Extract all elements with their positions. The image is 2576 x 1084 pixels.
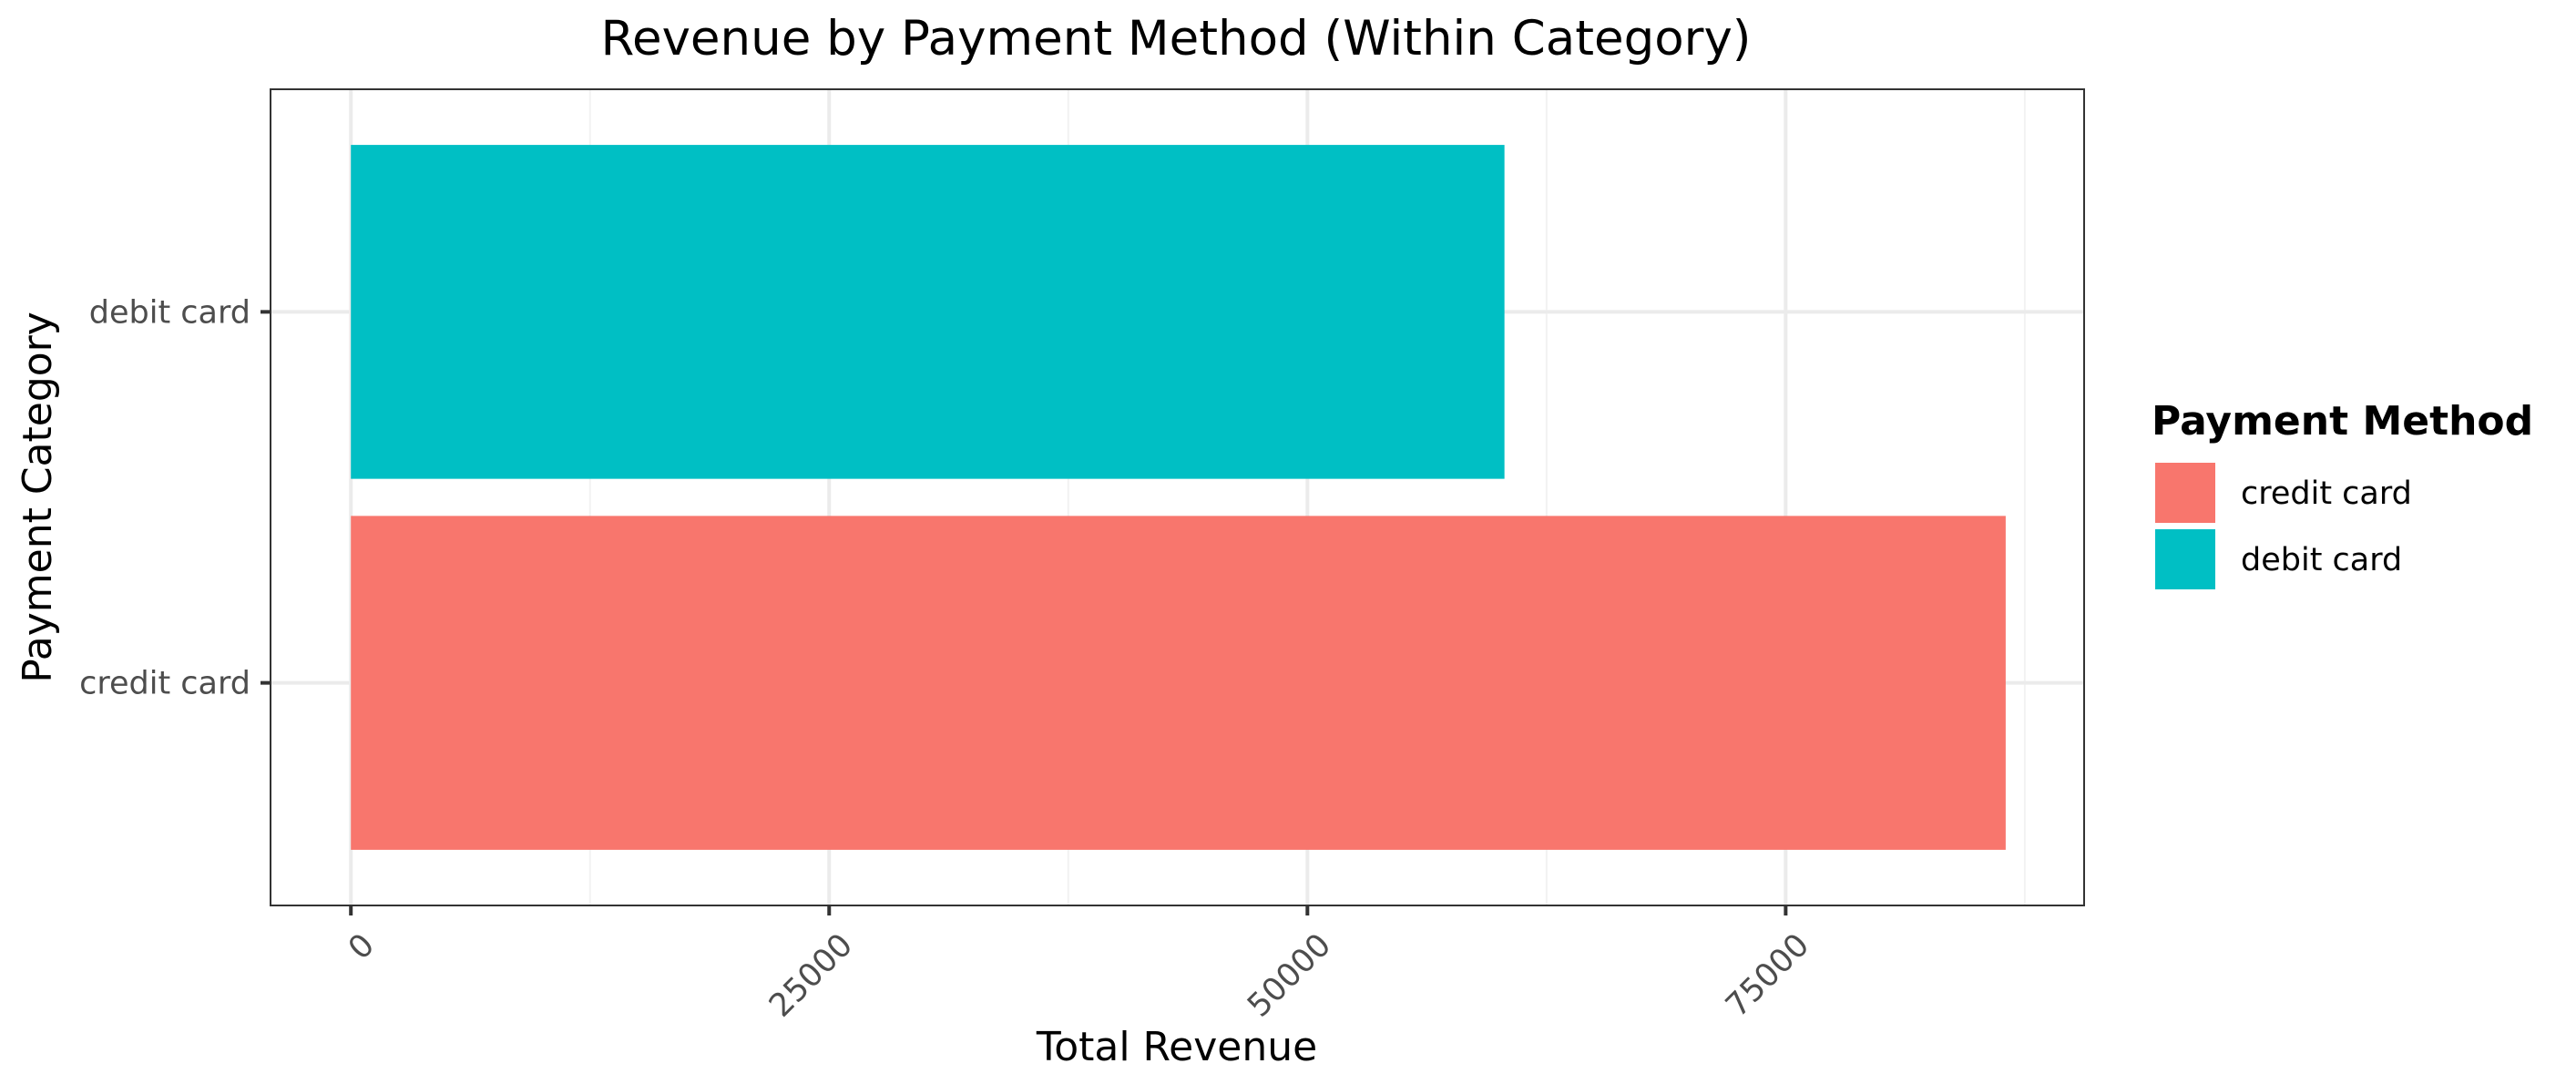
x-axis-title: Total Revenue [1036,1024,1317,1070]
x-tick-label: 50000 [1241,927,1338,1025]
chart-title: Revenue by Payment Method (Within Catego… [601,11,1752,66]
legend-entries: credit card debit card [2155,463,2412,589]
y-axis: credit card debit card [79,294,271,702]
x-tick-label: 0 [342,927,382,967]
legend-swatch-debit-card [2155,529,2215,589]
x-tick-label: 75000 [1719,927,1816,1025]
bar-credit-card [351,516,2006,850]
bars [351,145,2006,850]
legend-swatch-credit-card [2155,463,2215,523]
bar-debit-card [351,145,1505,479]
y-axis-title: Payment Category [15,312,61,683]
y-tick-label: debit card [89,294,250,331]
panel-border [270,88,2085,906]
legend: Payment Method credit card debit card [2152,398,2533,589]
x-tick-label: 25000 [762,927,860,1025]
legend-title: Payment Method [2152,398,2533,445]
legend-label: credit card [2241,476,2412,512]
y-tick-label: credit card [79,666,250,702]
legend-label: debit card [2241,542,2402,578]
x-axis: 0 25000 50000 75000 [342,905,1816,1025]
